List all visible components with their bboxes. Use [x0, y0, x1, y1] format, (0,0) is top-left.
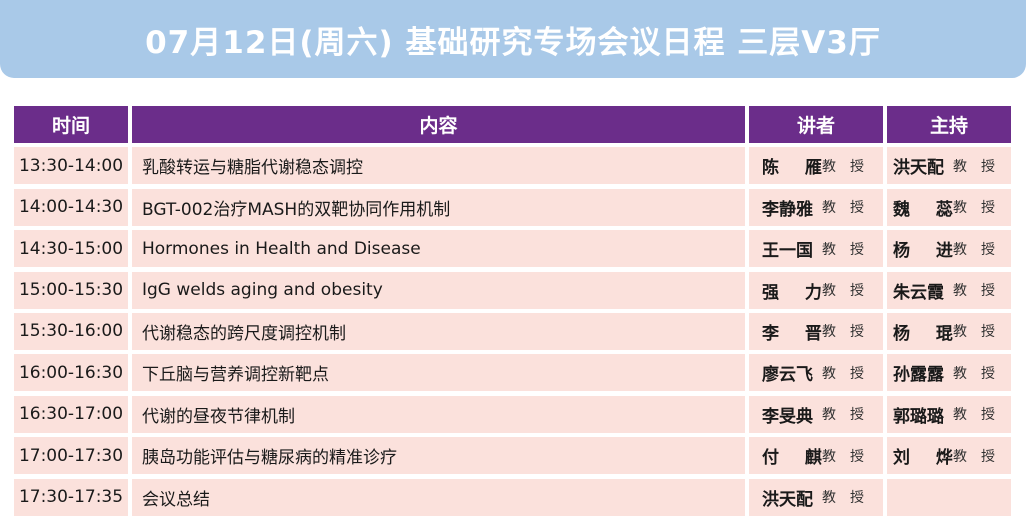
- host-cell: 洪天配 教授: [887, 147, 1011, 185]
- host-name: 郭璐璐: [893, 406, 944, 427]
- speaker-name: 李旻典: [762, 406, 813, 427]
- table-header: 时间 内容 讲者 主持: [14, 106, 1011, 143]
- speaker-name: 陈 雁: [762, 158, 832, 179]
- host-name: 杨 琨: [893, 323, 963, 344]
- host-name: 刘 烨: [893, 448, 963, 469]
- host-name: 孙露露: [893, 365, 944, 386]
- table-row: 13:30-14:00 乳酸转运与糖脂代谢稳态调控陈 雁教授 洪天配 教授: [14, 147, 1011, 185]
- host-cell: 杨 琨教授: [887, 312, 1011, 350]
- speaker-cell: 李旻典 教授: [749, 395, 883, 433]
- table-row: 16:00-16:30 下丘脑与营养调控新靶点 廖云飞 教授 孙露露 教授: [14, 354, 1011, 392]
- speaker-name: 王一国: [762, 241, 813, 262]
- topic-cell: BGT-002治疗MASH的双靶协同作用机制: [132, 188, 745, 226]
- speaker-cell: 强 力教授: [749, 271, 883, 309]
- time-cell: 14:30-15:00: [14, 230, 128, 268]
- time-cell: 16:30-17:00: [14, 395, 128, 433]
- speaker-name: 廖云飞: [762, 365, 813, 386]
- host-cell: 魏 蕊教授: [887, 188, 1011, 226]
- speaker-cell: 付 麒教授: [749, 437, 883, 475]
- host-name: 洪天配: [893, 158, 944, 179]
- host-cell: 刘 烨教授: [887, 437, 1011, 475]
- host-title: 教授: [953, 241, 1009, 258]
- topic-cell: IgG welds aging and obesity: [132, 271, 745, 309]
- speaker-name: 付 麒: [762, 448, 832, 469]
- header-time: 时间: [14, 106, 128, 143]
- host-title: 教授: [953, 407, 1009, 424]
- speaker-title: 教授: [822, 490, 878, 507]
- host-cell: 杨 进教授: [887, 230, 1011, 268]
- speaker-title: 教授: [822, 241, 878, 258]
- header-speaker: 讲者: [749, 106, 883, 143]
- host-title: 教授: [953, 365, 1009, 382]
- host-cell: 郭璐璐 教授: [887, 395, 1011, 433]
- topic-cell: 乳酸转运与糖脂代谢稳态调控: [132, 147, 745, 185]
- speaker-title: 教授: [822, 324, 878, 341]
- host-name: 杨 进: [893, 241, 963, 262]
- speaker-title: 教授: [822, 283, 878, 300]
- schedule-table: 时间 内容 讲者 主持 13:30-14:00 乳酸转运与糖脂代谢稳态调控陈 雁教…: [14, 106, 1011, 520]
- table-row: 16:30-17:00 代谢的昼夜节律机制 李旻典 教授 郭璐璐 教授: [14, 395, 1011, 433]
- topic-cell: 会议总结: [132, 478, 745, 516]
- table-row: 17:30-17:35 会议总结 洪天配 教授: [14, 478, 1011, 516]
- speaker-cell: 陈 雁教授: [749, 147, 883, 185]
- speaker-cell: 李静雅 教授: [749, 188, 883, 226]
- speaker-title: 教授: [822, 200, 878, 217]
- host-name: 朱云霞: [893, 282, 944, 303]
- host-cell: 朱云霞 教授: [887, 271, 1011, 309]
- host-cell: 孙露露 教授: [887, 354, 1011, 392]
- header-host: 主持: [887, 106, 1011, 143]
- topic-cell: 代谢的昼夜节律机制: [132, 395, 745, 433]
- time-cell: 15:30-16:00: [14, 312, 128, 350]
- topic-cell: 胰岛功能评估与糖尿病的精准诊疗: [132, 437, 745, 475]
- table-row: 14:00-14:30 BGT-002治疗MASH的双靶协同作用机制 李静雅 教授魏 …: [14, 188, 1011, 226]
- speaker-cell: 王一国 教授: [749, 230, 883, 268]
- table-body: 13:30-14:00 乳酸转运与糖脂代谢稳态调控陈 雁教授 洪天配 教授 14:00-…: [14, 147, 1011, 516]
- time-cell: 16:00-16:30: [14, 354, 128, 392]
- table-row: 17:00-17:30 胰岛功能评估与糖尿病的精准诊疗付 麒教授刘 烨教授: [14, 437, 1011, 475]
- speaker-title: 教授: [822, 407, 878, 424]
- speaker-name: 洪天配: [762, 489, 813, 510]
- speaker-name: 李静雅: [762, 199, 813, 220]
- host-title: 教授: [953, 448, 1009, 465]
- time-cell: 14:00-14:30: [14, 188, 128, 226]
- host-name: 魏 蕊: [893, 199, 963, 220]
- header-topic: 内容: [132, 106, 745, 143]
- title-banner: 07月12日(周六) 基础研究专场会议日程 三层V3厅: [0, 0, 1026, 78]
- topic-cell: 下丘脑与营养调控新靶点: [132, 354, 745, 392]
- time-cell: 17:30-17:35: [14, 478, 128, 516]
- speaker-cell: 李 晋教授: [749, 312, 883, 350]
- host-title: 教授: [953, 324, 1009, 341]
- host-title: 教授: [953, 283, 1009, 300]
- speaker-name: 强 力: [762, 282, 832, 303]
- table-row: 15:00-15:30 IgG welds aging and obesity 强 …: [14, 271, 1011, 309]
- topic-cell: Hormones in Health and Disease: [132, 230, 745, 268]
- table-row: 15:30-16:00 代谢稳态的跨尺度调控机制李 晋教授杨 琨教授: [14, 312, 1011, 350]
- speaker-name: 李 晋: [762, 323, 832, 344]
- page-title: 07月12日(周六) 基础研究专场会议日程 三层V3厅: [145, 24, 881, 61]
- topic-cell: 代谢稳态的跨尺度调控机制: [132, 312, 745, 350]
- time-cell: 17:00-17:30: [14, 437, 128, 475]
- time-cell: 13:30-14:00: [14, 147, 128, 185]
- table-row: 14:30-15:00 Hormones in Health and Diseas…: [14, 230, 1011, 268]
- time-cell: 15:00-15:30: [14, 271, 128, 309]
- speaker-title: 教授: [822, 158, 878, 175]
- speaker-cell: 洪天配 教授: [749, 478, 883, 516]
- host-cell: [887, 478, 1011, 516]
- speaker-title: 教授: [822, 365, 878, 382]
- host-title: 教授: [953, 158, 1009, 175]
- speaker-cell: 廖云飞 教授: [749, 354, 883, 392]
- speaker-title: 教授: [822, 448, 878, 465]
- host-title: 教授: [953, 200, 1009, 217]
